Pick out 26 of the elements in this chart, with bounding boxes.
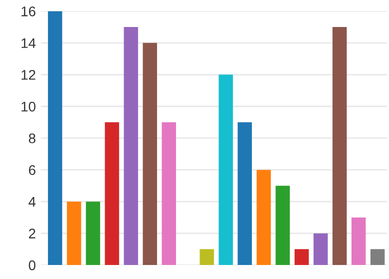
bar — [351, 217, 366, 266]
y-tick-label: 16 — [22, 6, 36, 16]
y-tick-label: 8 — [28, 133, 36, 144]
bar — [276, 186, 290, 266]
bar — [370, 249, 385, 266]
bar — [86, 202, 100, 266]
bar — [294, 249, 309, 266]
bar — [162, 122, 176, 266]
bar — [200, 249, 214, 266]
bar — [48, 11, 62, 266]
bar — [332, 27, 347, 266]
bar — [238, 122, 252, 266]
bar — [314, 233, 328, 266]
y-tick-label: 6 — [28, 165, 36, 176]
bar — [124, 27, 138, 266]
bar — [66, 202, 82, 266]
y-tick-label: 2 — [28, 228, 36, 238]
y-tick-label: 14 — [22, 38, 36, 48]
y-tick-label: 4 — [28, 197, 36, 207]
bar — [104, 122, 120, 266]
bar — [218, 74, 233, 266]
y-tick-label: 12 — [22, 70, 36, 80]
bar — [256, 170, 271, 266]
y-tick-label: 10 — [22, 102, 36, 112]
bar — [142, 42, 158, 266]
y-tick-label: 0 — [28, 260, 36, 270]
